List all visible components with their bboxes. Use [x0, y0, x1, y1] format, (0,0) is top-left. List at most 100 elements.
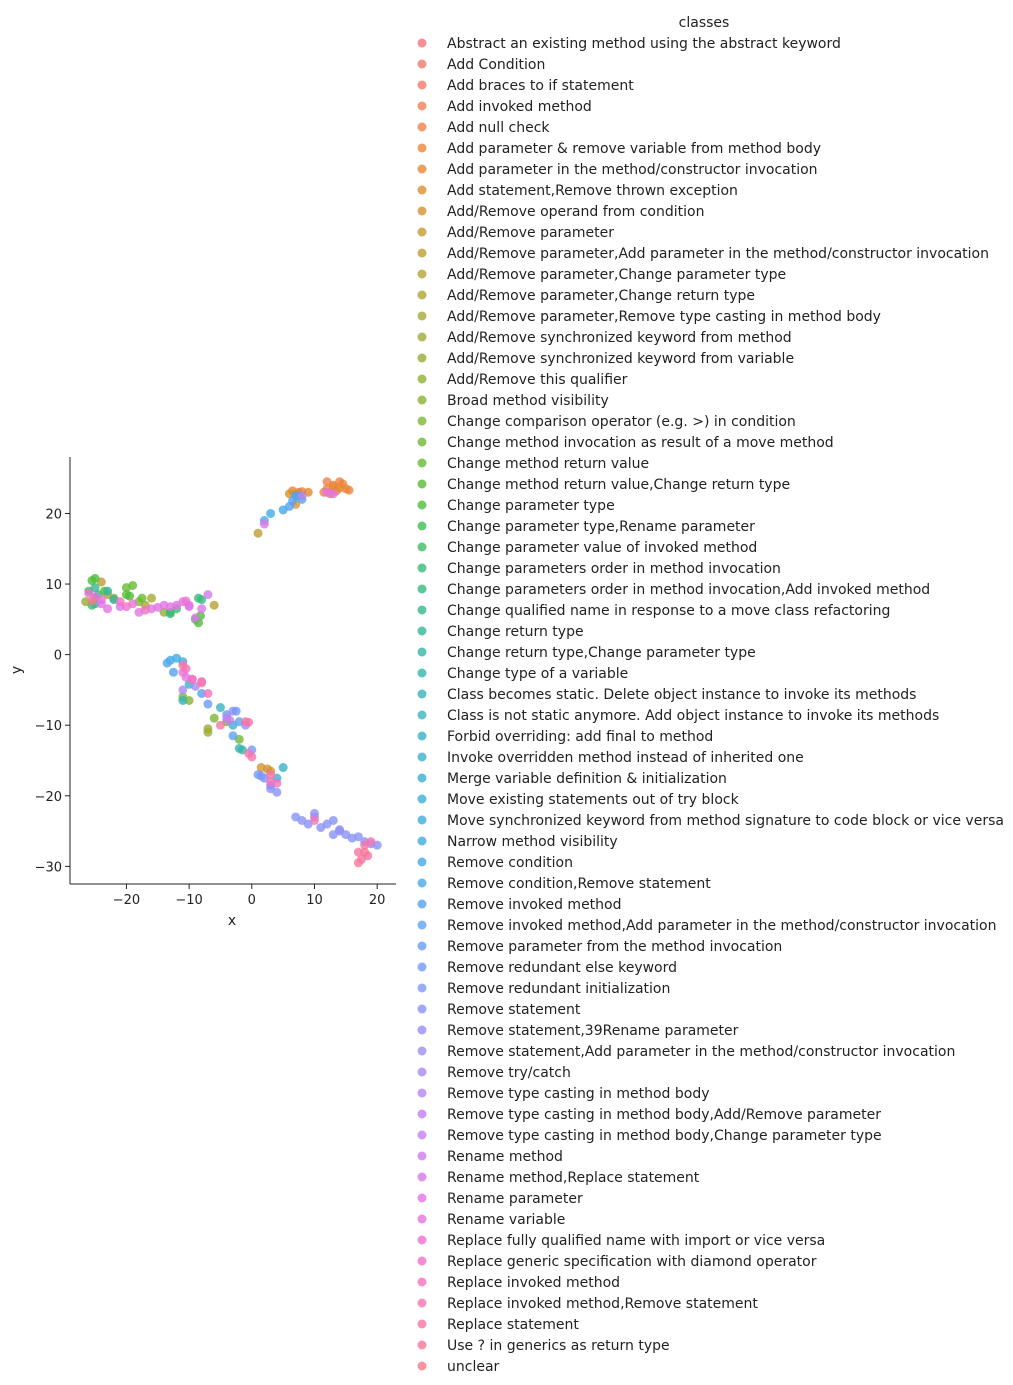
legend-label: Add/Remove parameter,Change return type	[447, 288, 755, 304]
legend-label: Add null check	[447, 120, 550, 136]
data-point	[247, 752, 257, 762]
legend-label: Add/Remove parameter,Add parameter in th…	[447, 246, 989, 262]
legend-label: Add braces to if statement	[447, 78, 634, 94]
legend-marker	[417, 353, 427, 363]
legend-label: Add statement,Remove thrown exception	[447, 183, 738, 199]
y-tick-label: 0	[54, 649, 62, 664]
data-point	[181, 596, 191, 606]
legend-label: Add/Remove operand from condition	[447, 204, 704, 220]
legend-marker	[417, 899, 427, 909]
data-point	[190, 613, 200, 623]
legend-label: Add invoked method	[447, 99, 592, 115]
legend-label: Remove invoked method,Add parameter in t…	[447, 918, 997, 934]
data-point	[278, 763, 288, 773]
legend: classes Abstract an existing method usin…	[417, 15, 1004, 1375]
legend-marker	[417, 983, 427, 993]
data-point	[128, 580, 138, 590]
data-point	[344, 485, 354, 495]
legend-marker	[417, 1046, 427, 1056]
legend-label: Move synchronized keyword from method si…	[447, 813, 1004, 829]
legend-marker	[417, 941, 427, 951]
legend-label: Remove statement,Add parameter in the me…	[447, 1044, 955, 1060]
data-point	[244, 717, 254, 727]
legend-label: Add/Remove synchronized keyword from var…	[447, 351, 794, 367]
data-point	[90, 583, 100, 593]
data-point	[197, 688, 207, 698]
data-point	[165, 609, 175, 619]
data-point	[137, 593, 147, 603]
legend-label: Add parameter & remove variable from met…	[447, 141, 821, 157]
legend-marker	[417, 416, 427, 426]
legend-label: Remove invoked method	[447, 897, 622, 913]
legend-marker	[417, 878, 427, 888]
legend-marker	[417, 1109, 427, 1119]
data-point	[215, 720, 225, 730]
x-tick-label: 20	[369, 893, 386, 908]
legend-marker	[417, 332, 427, 342]
legend-marker	[417, 563, 427, 573]
data-point	[203, 699, 213, 709]
data-point	[297, 491, 307, 501]
data-point	[225, 715, 235, 725]
x-tick-label: −20	[113, 893, 140, 908]
legend-marker	[417, 920, 427, 930]
x-tick-label: 0	[248, 893, 256, 908]
legend-marker	[417, 374, 427, 384]
legend-label: Add/Remove parameter,Change parameter ty…	[447, 267, 786, 283]
data-point	[172, 600, 182, 610]
legend-label: Add/Remove this qualifier	[447, 372, 628, 388]
legend-marker	[417, 479, 427, 489]
legend-marker	[417, 395, 427, 405]
legend-marker	[417, 101, 427, 111]
legend-label: Change method return value	[447, 456, 649, 472]
legend-label: Forbid overriding: add final to method	[447, 729, 713, 745]
legend-label: Use ? in generics as return type	[447, 1338, 670, 1354]
legend-label: Abstract an existing method using the ab…	[447, 36, 841, 52]
legend-marker	[417, 710, 427, 720]
legend-label: Change method invocation as result of a …	[447, 435, 834, 451]
legend-label: Replace statement	[447, 1317, 579, 1333]
data-point	[103, 586, 113, 596]
legend-marker	[417, 1151, 427, 1161]
data-point	[203, 727, 213, 737]
legend-marker	[417, 59, 427, 69]
data-point	[121, 602, 131, 612]
legend-marker	[417, 437, 427, 447]
legend-label: Replace fully qualified name with import…	[447, 1233, 825, 1249]
data-point	[266, 508, 276, 518]
legend-label: Remove type casting in method body	[447, 1086, 710, 1102]
legend-label: unclear	[447, 1359, 500, 1375]
data-point	[162, 658, 172, 668]
data-point	[153, 602, 163, 612]
legend-marker	[417, 605, 427, 615]
data-point	[335, 825, 345, 835]
legend-label: Class becomes static. Delete object inst…	[447, 687, 916, 703]
legend-marker	[417, 752, 427, 762]
data-point	[115, 597, 125, 607]
legend-label: Remove statement	[447, 1002, 581, 1018]
y-tick-label: 10	[45, 578, 62, 593]
legend-marker	[417, 1256, 427, 1266]
legend-marker	[417, 542, 427, 552]
legend-label: Change method return value,Change return…	[447, 477, 790, 493]
legend-label: Remove parameter from the method invocat…	[447, 939, 782, 955]
data-point	[353, 858, 363, 868]
legend-marker	[417, 668, 427, 678]
legend-label: Change qualified name in response to a m…	[447, 603, 890, 619]
axes	[69, 457, 396, 885]
legend-items: Abstract an existing method using the ab…	[417, 36, 1004, 1375]
legend-label: Remove type casting in method body,Chang…	[447, 1128, 882, 1144]
legend-marker	[417, 80, 427, 90]
legend-marker	[417, 38, 427, 48]
data-point	[203, 590, 213, 600]
legend-marker	[417, 1004, 427, 1014]
legend-marker	[417, 1235, 427, 1245]
legend-label: Remove try/catch	[447, 1065, 571, 1081]
legend-label: Class is not static anymore. Add object …	[447, 708, 939, 724]
data-point	[84, 588, 94, 598]
y-tick-label: −30	[35, 860, 62, 875]
legend-label: Remove statement,39Rename parameter	[447, 1023, 739, 1039]
legend-marker	[417, 626, 427, 636]
data-point	[178, 685, 188, 695]
